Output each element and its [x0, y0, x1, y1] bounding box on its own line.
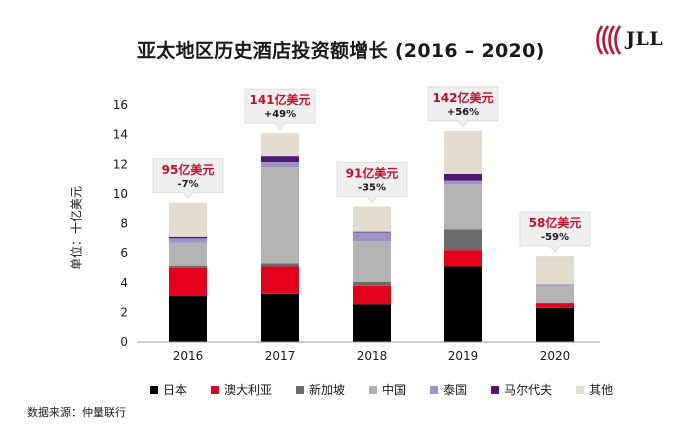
- bar-segment-2016-6: [169, 236, 207, 239]
- x-tick-label-2016: 2016: [173, 349, 204, 363]
- bar-segment-2019-6: [444, 173, 482, 181]
- bar-segment-2017-6: [261, 156, 299, 163]
- legend-label: 澳大利亚: [224, 383, 273, 397]
- legend-item: 泰国: [430, 381, 467, 398]
- callout-2018: 91亿美元 -35%: [336, 162, 408, 204]
- bar-segment-2018-4: [353, 241, 391, 283]
- bar-segment-2018-5: [353, 232, 391, 242]
- chart-title: 亚太地区历史酒店投资额增长 (2016 – 2020): [137, 40, 545, 62]
- bar-segment-2017-5: [261, 162, 299, 168]
- bar-segment-2020-1: [536, 307, 574, 342]
- y-tick-label: 4: [120, 276, 128, 290]
- legend-label: 其他: [589, 383, 614, 397]
- bar-segment-2018-6: [353, 231, 391, 233]
- jll-logo-text: JLL: [626, 28, 664, 50]
- bar-segment-2018-2: [353, 285, 391, 305]
- bar-segment-2018-3: [353, 282, 391, 286]
- callout-box: [244, 88, 316, 130]
- y-tick-label: 14: [113, 128, 128, 142]
- y-tick-label: 6: [120, 246, 128, 260]
- x-tick-label-2017: 2017: [265, 349, 296, 363]
- legend-item: 新加坡: [296, 381, 345, 398]
- bar-segment-2019-3: [444, 229, 482, 251]
- legend-label: 马尔代夫: [504, 383, 553, 397]
- bar-segment-2016-7: [169, 202, 207, 237]
- callout-amount: 141亿美元: [249, 92, 310, 107]
- bar-segment-2019-7: [444, 130, 482, 174]
- legend-swatch: [369, 385, 378, 394]
- bar-segment-2019-1: [444, 266, 482, 342]
- bar-segment-2020-4: [536, 285, 574, 303]
- y-tick-label: 12: [113, 157, 128, 171]
- legend-label: 日本: [163, 383, 188, 397]
- callout-box: [427, 86, 499, 128]
- bar-segment-2017-3: [261, 263, 299, 267]
- callout-2020: 58亿美元 -59%: [519, 211, 591, 253]
- jll-logo: JLL: [596, 24, 666, 56]
- callout-2017: 141亿美元 +49%: [244, 88, 316, 130]
- jll-logo-icon: [596, 25, 622, 55]
- legend-label: 泰国: [443, 383, 468, 397]
- source-note: 数据来源：仲量联行: [27, 406, 126, 419]
- callout-change: +49%: [264, 109, 296, 120]
- bar-segment-2017-1: [261, 293, 299, 342]
- bar-segment-2017-4: [261, 167, 299, 264]
- legend-swatch: [211, 385, 220, 394]
- x-tick-label-2020: 2020: [540, 349, 571, 363]
- y-tick-label: 0: [120, 335, 128, 349]
- legend-item: 澳大利亚: [211, 381, 272, 398]
- legend-item: 中国: [369, 381, 406, 398]
- y-tick-label: 2: [120, 305, 128, 319]
- y-tick-label: 8: [120, 217, 128, 231]
- y-tick-label: 10: [113, 187, 128, 201]
- legend-item: 日本: [150, 381, 187, 398]
- legend-item: 其他: [576, 381, 613, 398]
- bar-segment-2018-7: [353, 206, 391, 232]
- legend-swatch: [430, 385, 439, 394]
- bar-segment-2019-5: [444, 180, 482, 185]
- legend-swatch: [150, 385, 158, 394]
- legend-swatch: [576, 385, 585, 394]
- callout-box: [519, 211, 591, 253]
- callout-amount: 58亿美元: [529, 215, 582, 230]
- bar-segment-2016-4: [169, 242, 207, 266]
- legend-label: 新加坡: [309, 383, 346, 397]
- bar-segment-2019-4: [444, 184, 482, 230]
- callout-change: +56%: [447, 107, 479, 118]
- y-tick-label: 16: [113, 98, 128, 112]
- callout-change: -35%: [358, 182, 386, 193]
- callout-box: [152, 158, 224, 200]
- bar-segment-2020-5: [536, 284, 574, 286]
- callout-box: [336, 162, 408, 204]
- callout-amount: 91亿美元: [346, 165, 399, 180]
- callout-2016: 95亿美元 -7%: [152, 158, 224, 200]
- bar-segment-2020-7: [536, 256, 574, 285]
- callout-amount: 142亿美元: [432, 90, 493, 105]
- bar-segment-2018-1: [353, 304, 391, 342]
- bar-segment-2019-2: [444, 250, 482, 267]
- bar-segment-2020-3: [536, 302, 574, 304]
- bar-segment-2016-2: [169, 267, 207, 297]
- bar-segment-2016-1: [169, 296, 207, 342]
- legend-label: 中国: [382, 383, 407, 397]
- x-tick-label-2018: 2018: [357, 349, 388, 363]
- legend-item: 马尔代夫: [491, 381, 552, 398]
- callout-change: -59%: [541, 232, 569, 243]
- legend-swatch: [296, 385, 305, 394]
- chart-legend: 日本 澳大利亚 新加坡 中国 泰国 马尔代夫 其他: [150, 381, 637, 398]
- x-tick-label-2019: 2019: [448, 349, 479, 363]
- legend-swatch: [491, 385, 500, 394]
- callout-change: -7%: [177, 179, 198, 190]
- callout-amount: 95亿美元: [162, 162, 215, 177]
- bar-segment-2017-7: [261, 133, 299, 157]
- bar-segment-2016-3: [169, 265, 207, 268]
- bar-segment-2016-5: [169, 238, 207, 243]
- bar-segment-2017-2: [261, 266, 299, 294]
- callout-2019: 142亿美元 +56%: [427, 86, 499, 128]
- bar-segment-2020-2: [536, 303, 574, 308]
